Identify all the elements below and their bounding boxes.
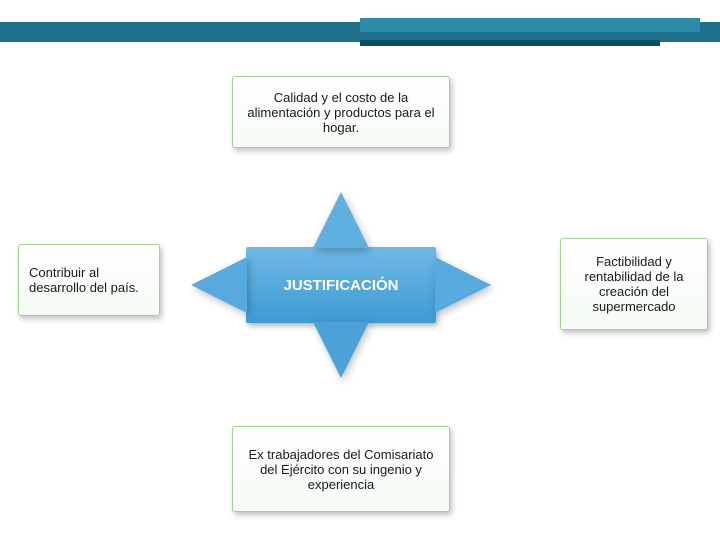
header-bars [0, 18, 720, 46]
node-bottom: Ex trabajadores del Comisariato del Ejér… [232, 426, 450, 512]
arrow-down-icon [313, 322, 369, 378]
header-bar-mid [360, 18, 700, 32]
node-top: Calidad y el costo de la alimentación y … [232, 76, 450, 148]
arrow-up-icon [313, 192, 369, 248]
node-bottom-text: Ex trabajadores del Comisariato del Ejér… [243, 447, 439, 492]
node-top-text: Calidad y el costo de la alimentación y … [243, 90, 439, 135]
node-left: Contribuir al desarrollo del país. [18, 244, 160, 316]
arrow-left-icon [191, 257, 247, 313]
center-label: JUSTIFICACIÓN [283, 277, 398, 294]
center-justification: JUSTIFICACIÓN [246, 247, 436, 323]
node-right: Factibilidad y rentabilidad de la creaci… [560, 238, 708, 330]
node-left-text: Contribuir al desarrollo del país. [29, 265, 149, 295]
header-bar-front [360, 40, 660, 46]
arrow-right-icon [435, 257, 491, 313]
node-right-text: Factibilidad y rentabilidad de la creaci… [571, 254, 697, 314]
